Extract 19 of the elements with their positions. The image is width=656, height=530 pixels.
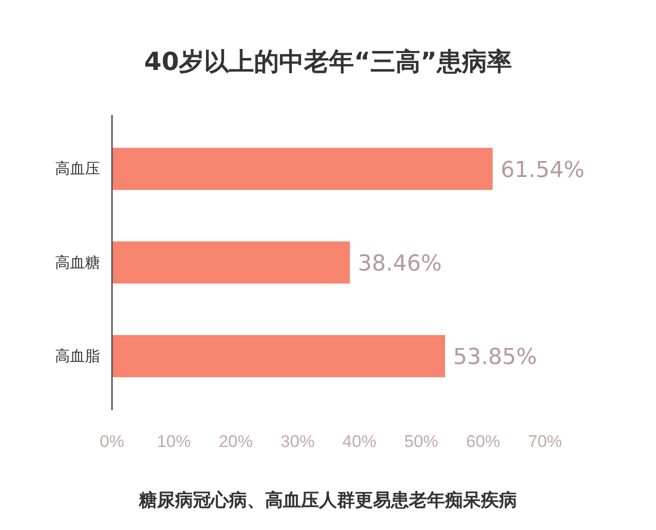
x-tick-label: 20%	[218, 432, 253, 452]
text: 糖尿病冠心病、高血压人群更易患老年痴呆疾病	[138, 490, 517, 511]
x-tick-label: 0%	[100, 432, 124, 452]
bar	[112, 335, 446, 378]
bar	[112, 148, 493, 190]
x-tick-label: 50%	[404, 432, 438, 452]
y-tick-label: 高血脂	[55, 348, 100, 365]
x-tick-label: 70%	[528, 432, 562, 452]
chart-title: 40岁以上的中老年“三高”患病率	[144, 47, 512, 76]
x-tick-label: 40%	[342, 432, 376, 452]
x-tick-label: 10%	[156, 432, 191, 452]
bar	[112, 241, 350, 284]
y-tick-label: 高血糖	[55, 254, 100, 272]
x-tick-label: 30%	[280, 432, 315, 452]
data-label: 38.46%	[358, 251, 442, 276]
data-label: 53.85%	[453, 345, 537, 370]
x-tick-label: 60%	[466, 432, 500, 452]
data-label: 61.54%	[500, 158, 585, 183]
y-tick-label: 高血压	[55, 160, 100, 178]
